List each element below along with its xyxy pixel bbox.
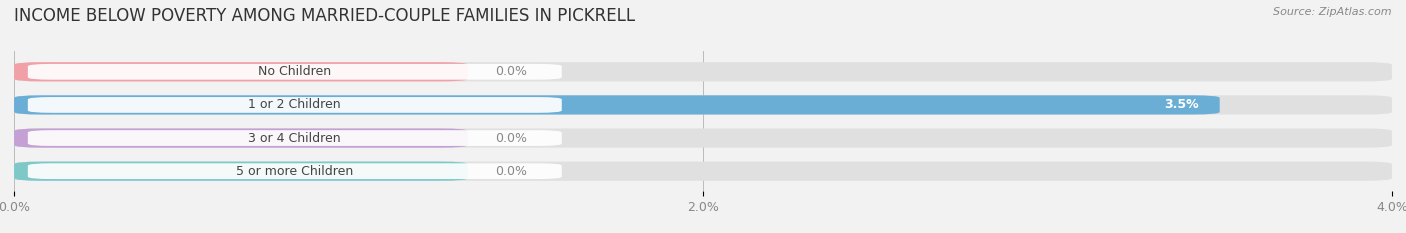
FancyBboxPatch shape: [14, 161, 1392, 181]
Text: 1 or 2 Children: 1 or 2 Children: [249, 98, 342, 111]
Text: 0.0%: 0.0%: [495, 132, 527, 144]
FancyBboxPatch shape: [14, 95, 1392, 115]
FancyBboxPatch shape: [14, 62, 468, 81]
Text: Source: ZipAtlas.com: Source: ZipAtlas.com: [1274, 7, 1392, 17]
Text: 5 or more Children: 5 or more Children: [236, 165, 353, 178]
Text: 3.5%: 3.5%: [1164, 98, 1199, 111]
FancyBboxPatch shape: [14, 62, 1392, 81]
FancyBboxPatch shape: [14, 128, 1392, 148]
FancyBboxPatch shape: [14, 128, 468, 148]
Text: 3 or 4 Children: 3 or 4 Children: [249, 132, 342, 144]
FancyBboxPatch shape: [14, 95, 1219, 115]
FancyBboxPatch shape: [14, 161, 468, 181]
FancyBboxPatch shape: [28, 130, 562, 146]
Text: 0.0%: 0.0%: [495, 165, 527, 178]
FancyBboxPatch shape: [28, 163, 562, 179]
FancyBboxPatch shape: [28, 64, 562, 80]
Text: 0.0%: 0.0%: [495, 65, 527, 78]
Text: INCOME BELOW POVERTY AMONG MARRIED-COUPLE FAMILIES IN PICKRELL: INCOME BELOW POVERTY AMONG MARRIED-COUPL…: [14, 7, 636, 25]
Text: No Children: No Children: [259, 65, 332, 78]
FancyBboxPatch shape: [28, 97, 562, 113]
